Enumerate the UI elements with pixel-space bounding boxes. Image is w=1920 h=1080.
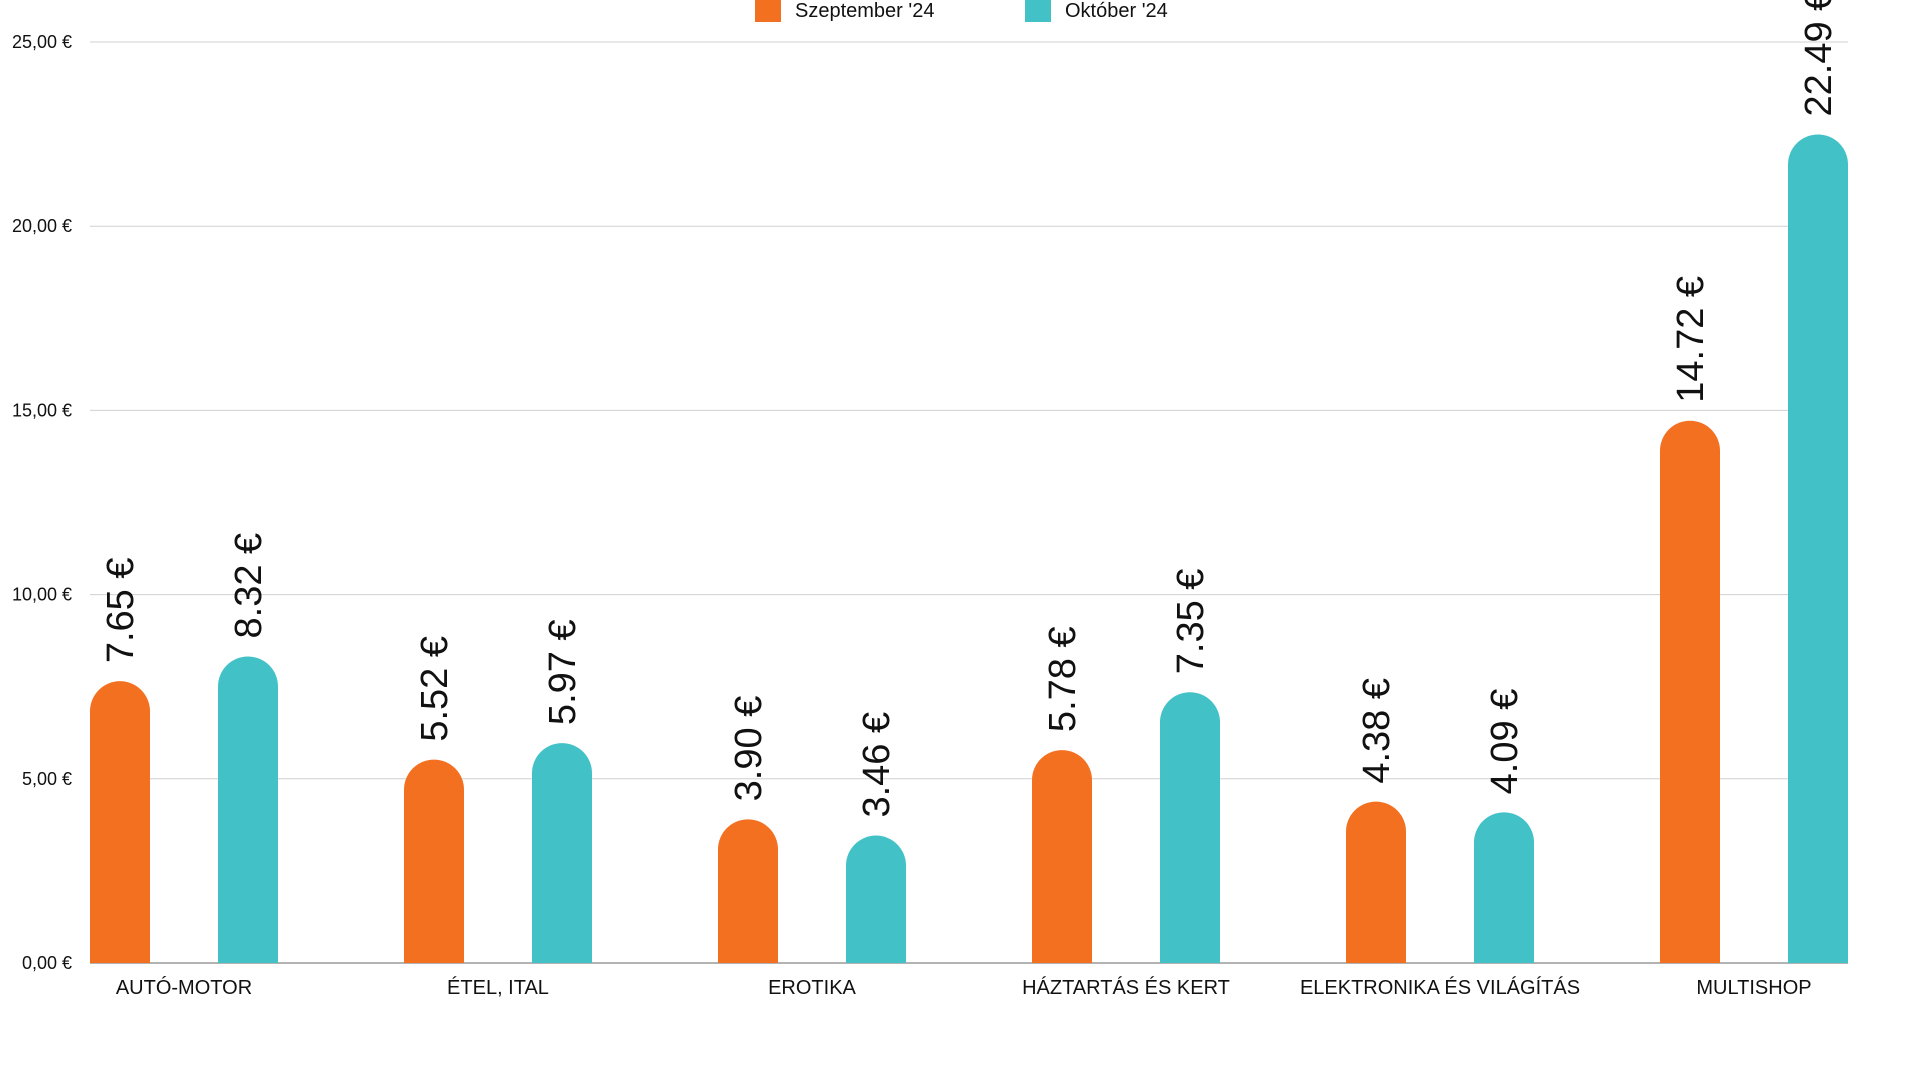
bar-erotika-series-1	[718, 819, 778, 963]
bar-multishop-series-2	[1788, 134, 1848, 964]
value-label-elektronika-es-vilagitas-series-2: 4.09 €	[1484, 689, 1526, 795]
x-tick-label-multishop: MULTISHOP	[1696, 977, 1811, 999]
value-label-haztartas-es-kert-series-1: 5.78 €	[1042, 626, 1084, 732]
bar-haztartas-es-kert-series-1	[1032, 750, 1092, 963]
value-label-erotika-series-2: 3.46 €	[856, 712, 898, 818]
bar-erotika-series-2	[846, 835, 906, 963]
value-label-auto-motor-series-1: 7.65 €	[100, 558, 142, 664]
legend-swatch-2	[1025, 0, 1051, 22]
y-axis-ticks: 0,00 € 5,00 € 10,00 € 15,00 € 20,00 € 25,00 €	[12, 32, 72, 973]
value-label-haztartas-es-kert-series-2: 7.35 €	[1170, 569, 1212, 675]
value-label-auto-motor-series-2: 8.32 €	[228, 533, 270, 639]
value-labels: 7.65 € 8.32 € 5.52 € 5.97 € 3.90 € 3.46 € 5.78…	[100, 0, 1840, 818]
legend: Szeptember '24 Október '24	[755, 0, 1168, 22]
x-tick-label-etel-ital: ÉTEL, ITAL	[447, 976, 549, 999]
value-label-elektronika-es-vilagitas-series-1: 4.38 €	[1356, 678, 1398, 784]
legend-swatch-1	[755, 0, 781, 22]
y-tick-label: 20,00 €	[12, 216, 72, 236]
y-tick-label: 10,00 €	[12, 585, 72, 605]
value-label-multishop-series-2: 22.49 €	[1798, 0, 1840, 116]
bar-elektronika-es-vilagitas-series-1	[1346, 801, 1406, 963]
x-tick-label-erotika: EROTIKA	[768, 977, 856, 999]
legend-label-2: Október '24	[1065, 0, 1168, 22]
y-tick-label: 25,00 €	[12, 32, 72, 52]
bar-etel-ital-series-2	[532, 743, 592, 963]
bar-auto-motor-series-2	[218, 656, 278, 963]
x-tick-label-elektronika-es-vilagitas: ELEKTRONIKA ÉS VILÁGÍTÁS	[1300, 976, 1580, 999]
y-tick-label: 5,00 €	[22, 769, 72, 789]
bar-haztartas-es-kert-series-2	[1160, 692, 1220, 963]
gridlines	[90, 41, 1848, 964]
x-tick-label-auto-motor: AUTÓ-MOTOR	[116, 976, 252, 999]
y-tick-label: 0,00 €	[22, 953, 72, 973]
value-label-multishop-series-1: 14.72 €	[1670, 276, 1712, 403]
bars	[90, 134, 1848, 964]
x-axis-labels: AUTÓ-MOTOR ÉTEL, ITAL EROTIKA HÁZTARTÁS ÉS …	[116, 976, 1812, 999]
value-label-etel-ital-series-2: 5.97 €	[542, 619, 584, 725]
bar-multishop-series-1	[1660, 420, 1720, 964]
x-tick-label-haztartas-es-kert: HÁZTARTÁS ÉS KERT	[1022, 976, 1230, 999]
y-tick-label: 15,00 €	[12, 400, 72, 420]
bar-elektronika-es-vilagitas-series-2	[1474, 812, 1534, 963]
legend-label-1: Szeptember '24	[795, 0, 934, 22]
bar-auto-motor-series-1	[90, 681, 150, 963]
value-label-erotika-series-1: 3.90 €	[728, 696, 770, 802]
value-label-etel-ital-series-1: 5.52 €	[414, 636, 456, 742]
bar-etel-ital-series-1	[404, 759, 464, 963]
